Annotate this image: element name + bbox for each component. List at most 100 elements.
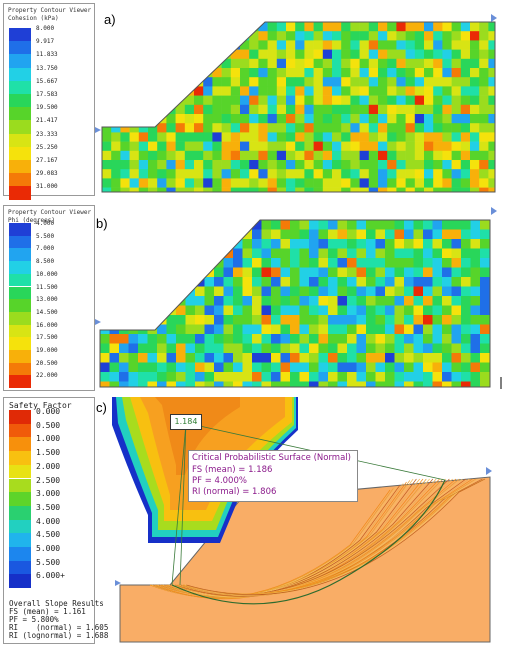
contour-cell — [424, 68, 434, 78]
contour-cell — [195, 220, 205, 230]
legend-swatch — [9, 324, 31, 338]
contour-cell — [212, 40, 222, 50]
contour-cell — [286, 141, 296, 152]
contour-cell — [100, 220, 110, 230]
contour-cell — [295, 68, 305, 78]
contour-cell — [195, 229, 205, 240]
legend-swatch — [9, 120, 31, 134]
contour-cell — [442, 286, 452, 297]
contour-cell — [405, 104, 416, 115]
legend-swatch — [9, 173, 31, 187]
contour-cell — [366, 220, 376, 230]
contour-cell — [147, 248, 158, 259]
contour-cell — [267, 40, 278, 50]
contour-cell — [368, 95, 379, 106]
contour-cell — [176, 220, 186, 230]
contour-cell — [258, 95, 268, 106]
contour-cell — [230, 123, 241, 133]
contour-cell — [387, 141, 397, 152]
contour-cell — [304, 22, 314, 32]
contour-cell — [368, 178, 379, 188]
contour-cell — [128, 239, 139, 249]
contour-cell — [147, 277, 158, 287]
contour-cell — [322, 58, 333, 69]
contour-cell — [479, 40, 489, 50]
contour-cell — [396, 58, 406, 69]
contour-cell — [230, 187, 241, 192]
contour-cell — [233, 353, 243, 363]
contour-cell — [318, 372, 329, 382]
contour-cell — [356, 239, 367, 249]
contour-cell — [356, 315, 367, 325]
contour-cell — [461, 220, 471, 230]
contour-cell — [129, 123, 140, 133]
contour-cell — [378, 58, 388, 69]
contour-cell — [350, 31, 360, 41]
contour-cell — [337, 239, 348, 249]
contour-cell — [221, 150, 232, 161]
contour-cell — [341, 141, 351, 152]
contour-cell — [184, 104, 195, 115]
contour-cell — [337, 334, 348, 344]
contour-cell — [128, 267, 139, 278]
contour-cell — [249, 104, 259, 115]
contour-cell — [138, 187, 149, 192]
contour-cell — [271, 277, 281, 287]
contour-cell — [460, 178, 471, 188]
contour-cell — [258, 68, 268, 78]
contour-cell — [157, 68, 167, 78]
contour-cell — [442, 315, 452, 325]
contour-cell — [488, 77, 495, 87]
legend-swatch — [9, 80, 31, 94]
contour-cell — [223, 229, 234, 240]
contour-cell — [157, 40, 167, 50]
contour-cell — [194, 123, 204, 133]
contour-cell — [138, 104, 149, 115]
legend-level-label: 3.000 — [36, 489, 61, 499]
contour-cell — [290, 315, 300, 325]
contour-cell — [100, 277, 110, 287]
contour-cell — [111, 178, 121, 188]
contour-cell — [184, 178, 195, 188]
contour-cell — [424, 150, 434, 161]
contour-cell — [451, 187, 462, 192]
contour-cell — [290, 248, 300, 259]
contour-cell — [479, 169, 489, 179]
contour-cell — [299, 286, 310, 297]
contour-cell — [461, 362, 471, 373]
contour-cell — [356, 362, 367, 373]
contour-cell — [249, 77, 259, 87]
contour-cell — [119, 353, 129, 363]
contour-cell — [194, 114, 204, 124]
contour-cell — [299, 315, 310, 325]
contour-cell — [470, 141, 480, 152]
contour-cell — [249, 114, 259, 124]
contour-cell — [276, 68, 287, 78]
contour-cell — [433, 86, 443, 96]
contour-cell — [359, 178, 370, 188]
contour-cell — [337, 372, 348, 382]
contour-cell — [432, 381, 443, 387]
contour-cell — [249, 68, 259, 78]
model-marker-right — [491, 207, 497, 215]
contour-cell — [309, 353, 319, 363]
contour-cell — [223, 277, 234, 287]
contour-cell — [138, 86, 149, 96]
contour-cell — [212, 114, 222, 124]
contour-cell — [102, 169, 112, 179]
contour-cell — [120, 160, 130, 170]
contour-cell — [267, 169, 278, 179]
contour-cell — [396, 31, 406, 41]
contour-cell — [366, 315, 376, 325]
contour-cell — [175, 187, 186, 192]
contour-cell — [249, 178, 259, 188]
contour-cell — [470, 324, 481, 335]
contour-cell — [203, 58, 213, 69]
contour-cell — [359, 150, 370, 161]
contour-cell — [166, 68, 176, 78]
contour-cell — [424, 58, 434, 69]
contour-cell — [347, 315, 357, 325]
contour-cell — [102, 132, 112, 142]
contour-cell — [460, 31, 471, 41]
contour-cell — [290, 239, 300, 249]
